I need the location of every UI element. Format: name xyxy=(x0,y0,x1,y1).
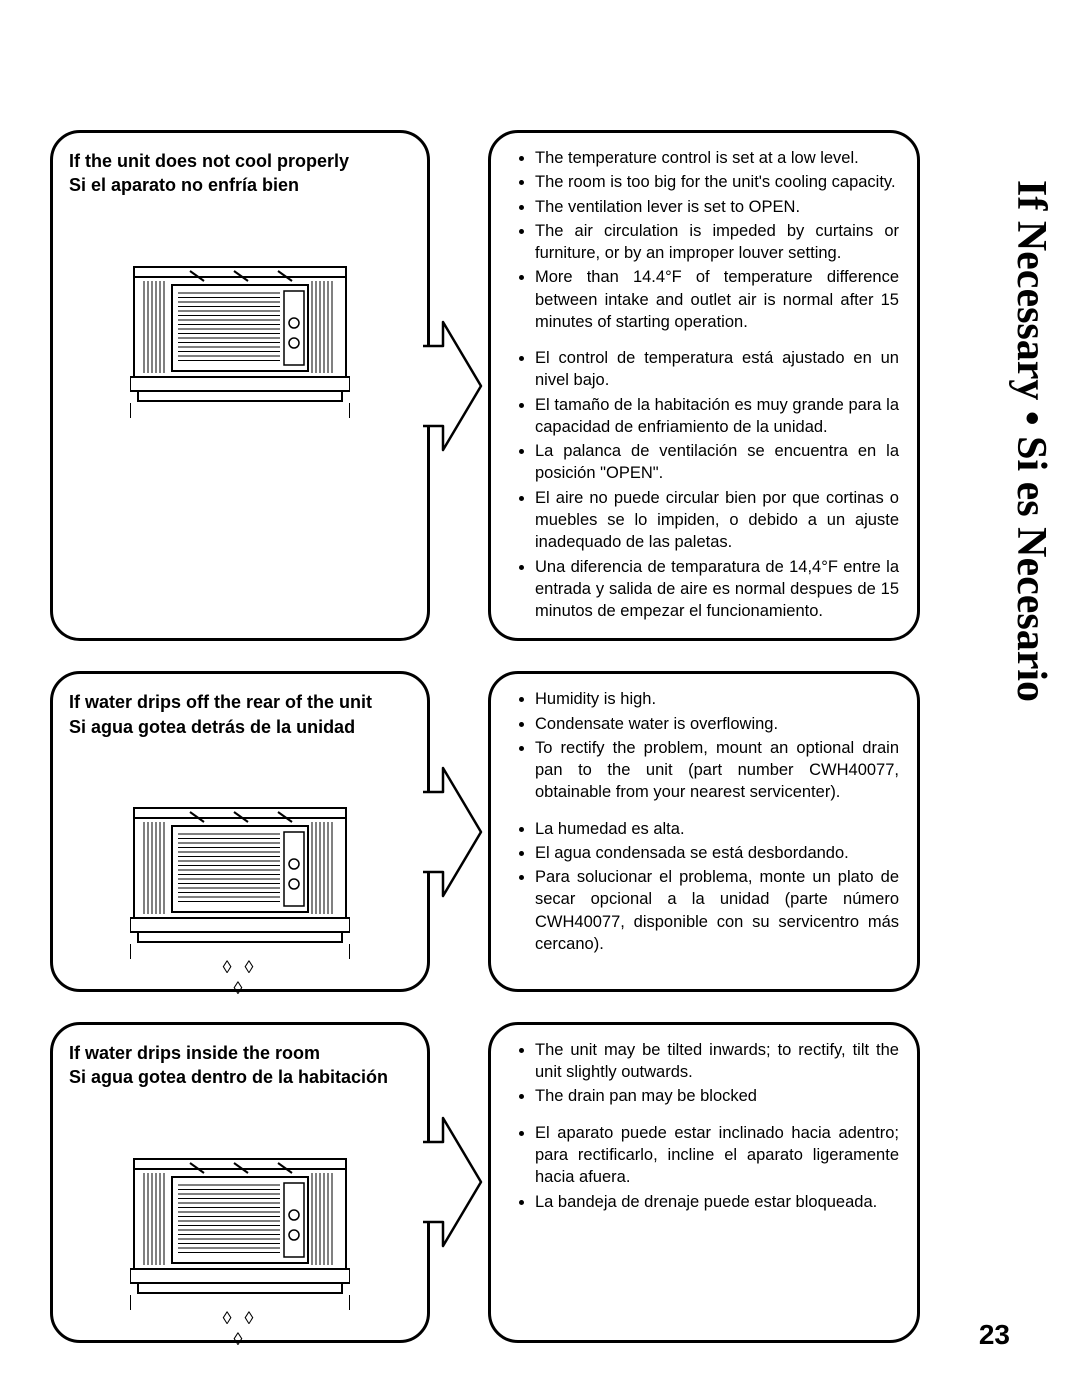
problem-box: If the unit does not cool properly Si el… xyxy=(50,130,430,641)
cause-box: The temperature control is set at a low … xyxy=(488,130,920,641)
cause-item: The drain pan may be blocked xyxy=(535,1085,899,1107)
cause-item: The ventilation lever is set to OPEN. xyxy=(535,196,899,218)
cause-item: The room is too big for the unit's cooli… xyxy=(535,171,899,193)
troubleshoot-row: If water drips inside the room Si agua g… xyxy=(50,1022,920,1343)
cause-item: La bandeja de drenaje puede estar bloque… xyxy=(535,1191,899,1213)
cause-item: La humedad es alta. xyxy=(535,818,899,840)
main-content: If the unit does not cool properly Si el… xyxy=(50,130,920,1343)
side-label: If Necessary • Si es Necesario xyxy=(1010,180,1052,702)
water-drops-icon: ◊ ◊◊ xyxy=(69,957,411,979)
problem-title-es: Si agua gotea detrás de la unidad xyxy=(69,715,411,739)
cause-list-es: El control de temperatura está ajustado … xyxy=(517,347,899,622)
cause-item: To rectify the problem, mount an optiona… xyxy=(535,737,899,804)
cause-item: Una diferencia de temparatura de 14,4°F … xyxy=(535,556,899,623)
cause-item: Humidity is high. xyxy=(535,688,899,710)
cause-list-en: Humidity is high. Condensate water is ove… xyxy=(517,688,899,803)
cause-item: El aire no puede circular bien por que c… xyxy=(535,487,899,554)
cause-item: El tamaño de la habitación es muy grande… xyxy=(535,394,899,439)
cause-item: El control de temperatura está ajustado … xyxy=(535,347,899,392)
ac-illustration xyxy=(130,804,350,959)
arrow-icon xyxy=(421,1092,491,1272)
cause-list-en: The unit may be tilted inwards; to recti… xyxy=(517,1039,899,1108)
cause-item: La palanca de ventilación se encuentra e… xyxy=(535,440,899,485)
problem-title-en: If water drips off the rear of the unit xyxy=(69,690,411,714)
cause-item: Condensate water is overflowing. xyxy=(535,713,899,735)
problem-box: If water drips inside the room Si agua g… xyxy=(50,1022,430,1343)
cause-box: Humidity is high. Condensate water is ove… xyxy=(488,671,920,992)
cause-item: The temperature control is set at a low … xyxy=(535,147,899,169)
ac-illustration xyxy=(130,1155,350,1310)
arrow-icon xyxy=(421,742,491,922)
troubleshoot-row: If the unit does not cool properly Si el… xyxy=(50,130,920,641)
problem-title-es: Si el aparato no enfría bien xyxy=(69,173,411,197)
cause-item: Para solucionar el problema, monte un pl… xyxy=(535,866,899,955)
problem-title-en: If the unit does not cool properly xyxy=(69,149,411,173)
water-drops-icon: ◊ ◊◊ xyxy=(69,1308,411,1330)
cause-item: More than 14.4°F of temperature differen… xyxy=(535,266,899,333)
cause-item: The unit may be tilted inwards; to recti… xyxy=(535,1039,899,1084)
cause-list-es: La humedad es alta.El agua condensada se… xyxy=(517,818,899,956)
cause-list-en: The temperature control is set at a low … xyxy=(517,147,899,333)
problem-box: If water drips off the rear of the unit … xyxy=(50,671,430,992)
cause-item: El agua condensada se está desbordando. xyxy=(535,842,899,864)
troubleshoot-row: If water drips off the rear of the unit … xyxy=(50,671,920,992)
cause-item: El aparato puede estar inclinado hacia a… xyxy=(535,1122,899,1189)
page-number: 23 xyxy=(979,1319,1010,1351)
cause-box: The unit may be tilted inwards; to recti… xyxy=(488,1022,920,1343)
ac-illustration xyxy=(130,263,350,418)
cause-list-es: El aparato puede estar inclinado hacia a… xyxy=(517,1122,899,1213)
problem-title-es: Si agua gotea dentro de la habitación xyxy=(69,1065,411,1089)
problem-title-en: If water drips inside the room xyxy=(69,1041,411,1065)
cause-item: The air circulation is impeded by curtai… xyxy=(535,220,899,265)
arrow-icon xyxy=(421,296,491,476)
